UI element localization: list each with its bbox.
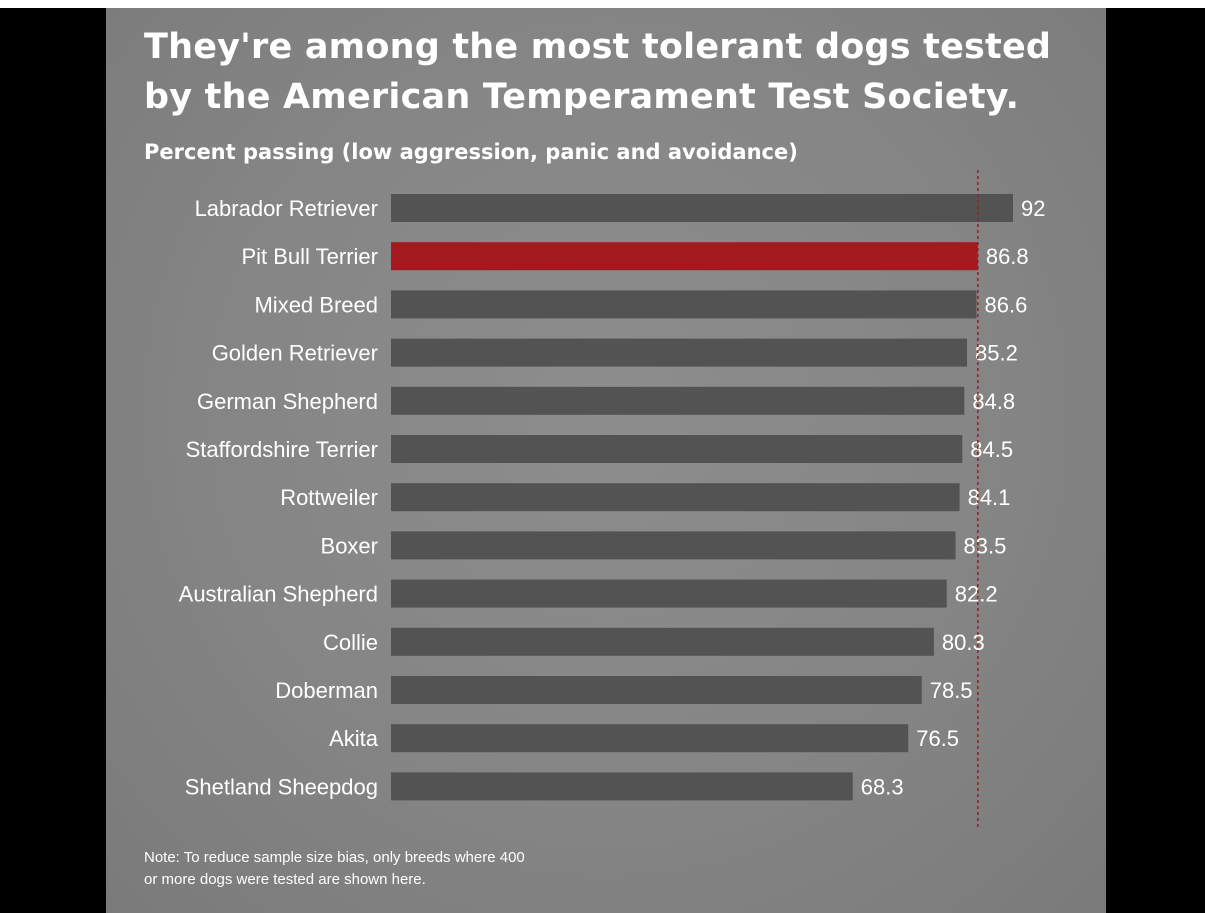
footnote-line-2: or more dogs were tested are shown here.: [144, 871, 426, 888]
value-label: 84.5: [970, 437, 1013, 462]
category-label: Doberman: [275, 678, 378, 703]
bar-german-shepherd: [391, 386, 965, 415]
footnote: Note: To reduce sample size bias, only b…: [144, 847, 844, 891]
bar-collie: [391, 627, 934, 656]
value-label: 83.5: [964, 533, 1007, 558]
category-label: Labrador Retriever: [195, 196, 378, 221]
category-label: Boxer: [321, 533, 378, 558]
bar-shetland-sheepdog: [391, 772, 853, 801]
bar-pit-bull-terrier: [391, 242, 978, 271]
category-label: Collie: [323, 630, 378, 655]
value-label: 86.8: [986, 244, 1029, 269]
bar-australian-shepherd: [391, 579, 947, 608]
bar-golden-retriever: [391, 338, 968, 367]
category-label: Akita: [329, 726, 379, 751]
bar-mixed-breed: [391, 290, 977, 319]
value-label: 84.1: [968, 485, 1011, 510]
value-label: 84.8: [972, 389, 1015, 414]
bar-staffordshire-terrier: [391, 435, 963, 463]
value-label: 68.3: [861, 774, 904, 799]
category-label: Golden Retriever: [212, 341, 378, 366]
chart-title-line-1: They're among the most tolerant dogs tes…: [144, 27, 1052, 67]
chart-subtitle: Percent passing (low aggression, panic a…: [144, 140, 798, 164]
value-label: 85.2: [975, 341, 1018, 366]
bar-akita: [391, 724, 909, 753]
category-label: Staffordshire Terrier: [186, 437, 378, 462]
bar-rottweiler: [391, 483, 960, 512]
category-label: Rottweiler: [280, 485, 378, 510]
right-letterbox: [1106, 8, 1205, 913]
value-label: 82.2: [955, 582, 998, 607]
value-label: 92: [1021, 196, 1045, 221]
category-label: Pit Bull Terrier: [241, 244, 378, 269]
chart-title: They're among the most tolerant dogs tes…: [144, 22, 1064, 122]
left-letterbox: [0, 8, 106, 913]
footnote-line-1: Note: To reduce sample size bias, only b…: [144, 849, 525, 866]
category-label: Mixed Breed: [254, 292, 378, 317]
bar-labrador-retriever: [391, 194, 1013, 222]
value-label: 76.5: [916, 726, 959, 751]
value-label: 86.6: [984, 292, 1027, 317]
bar-boxer: [391, 531, 956, 560]
category-label: Australian Shepherd: [179, 582, 378, 607]
value-label: 78.5: [930, 678, 973, 703]
bar-doberman: [391, 676, 922, 704]
chart-title-line-2: by the American Temperament Test Society…: [144, 77, 1020, 117]
category-label: Shetland Sheepdog: [185, 774, 378, 799]
category-label: German Shepherd: [197, 389, 378, 414]
